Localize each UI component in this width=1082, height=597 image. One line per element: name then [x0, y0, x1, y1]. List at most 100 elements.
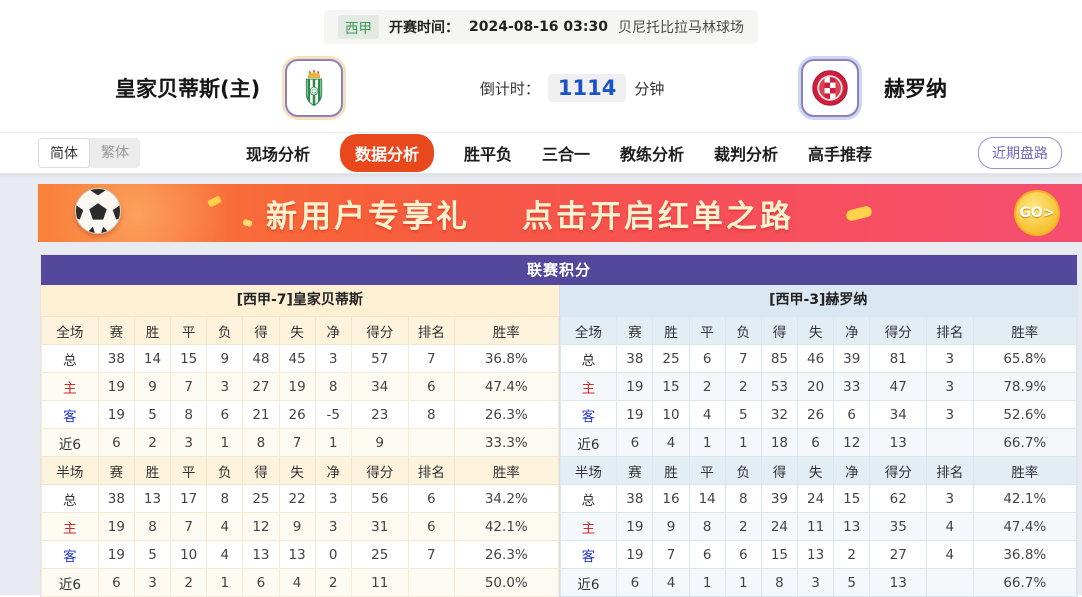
soccer-ball-icon	[72, 185, 124, 241]
column-header: 排名	[926, 316, 974, 345]
away-standings: [西甲-3]赫罗纳 全场赛胜平负得失净得分 排名 胜率总 38 25 6 7 85 46 39 81…	[558, 285, 1078, 597]
column-header: 赛	[616, 316, 654, 345]
language-toggle: 简体 繁体	[38, 138, 140, 168]
stat-cell: 34	[869, 400, 928, 429]
stat-cell: 48	[242, 344, 280, 373]
column-header: 平	[170, 456, 208, 485]
stat-cell: 22	[278, 484, 316, 513]
stat-cell: 14	[688, 484, 726, 513]
countdown-label: 倒计时：	[479, 79, 540, 98]
stat-cell: 3	[314, 512, 352, 541]
kickoff-time: 2024-08-16 03:30	[469, 19, 608, 35]
table-row: 客 19 10 4 5 32 26 6 34 3 52.6%	[559, 400, 1078, 429]
stat-cell: 15	[833, 484, 871, 513]
column-header: 得	[242, 316, 280, 345]
column-header: 负	[206, 456, 244, 485]
table-row: 总 38 16 14 8 39 24 15 62 3 42.1%	[559, 484, 1078, 513]
promo-banner[interactable]: 新用户专享礼 点击开启红单之路 GO>	[38, 184, 1082, 242]
column-header: 平	[688, 316, 726, 345]
column-header: 全场	[41, 316, 99, 345]
stat-cell: 15	[170, 344, 208, 373]
column-header-row: 全场赛胜平负得失净得分 排名 胜率	[559, 316, 1078, 345]
banner-text: 新用户专享礼 点击开启红单之路	[124, 191, 1014, 236]
column-header: 排名	[407, 316, 456, 345]
stat-cell: 8	[133, 512, 172, 541]
row-label: 近6	[559, 428, 618, 457]
table-row: 客 19 5 8 6 21 26 -5 23 8 26.3%	[41, 400, 559, 429]
stat-cell: 8	[407, 400, 456, 429]
stat-cell: 31	[350, 512, 409, 541]
go-button[interactable]: GO>	[1014, 190, 1060, 236]
stat-cell: 8	[688, 512, 726, 541]
nav-tab-5[interactable]: 教练分析	[620, 145, 685, 164]
nav-tab-6[interactable]: 裁判分析	[714, 145, 779, 164]
stat-cell: 6	[797, 428, 835, 457]
column-header: 平	[170, 316, 208, 345]
stat-cell: 6	[242, 568, 280, 597]
row-label: 主	[559, 512, 618, 541]
stat-cell: 18	[760, 428, 799, 457]
nav-tab-4[interactable]: 三合一	[541, 145, 590, 164]
stat-cell: 2	[724, 512, 762, 541]
stat-cell	[407, 428, 456, 457]
standings-body: [西甲-7]皇家贝蒂斯 全场赛胜平负得失净得分 排名 胜率总 38 14 15 9 48 45 3…	[41, 285, 1078, 597]
recent-odds-button[interactable]: 近期盘路	[978, 137, 1062, 169]
stat-cell: 1	[724, 428, 762, 457]
column-header: 负	[724, 316, 762, 345]
stat-cell: 6	[688, 540, 726, 569]
away-standings-header: [西甲-3]赫罗纳	[559, 285, 1077, 316]
stat-cell: 3	[926, 484, 974, 513]
stat-cell: 20	[797, 372, 835, 401]
stat-cell: 34	[350, 372, 409, 401]
away-team-logo	[798, 56, 862, 120]
away-standings-table: 全场赛胜平负得失净得分 排名 胜率总 38 25 6 7 85 46 39 81 3 65.8% 主 19 1…	[559, 316, 1078, 597]
column-header: 胜	[652, 316, 690, 345]
table-row: 主 19 8 7 4 12 9 3 31 6 42.1%	[41, 512, 559, 541]
home-standings: [西甲-7]皇家贝蒂斯 全场赛胜平负得失净得分 排名 胜率总 38 14 15 9 48 45 3…	[41, 285, 559, 597]
stat-cell: 7	[170, 512, 208, 541]
stat-cell: 32	[760, 400, 799, 429]
lang-traditional[interactable]: 繁体	[101, 145, 129, 161]
column-header: 胜率	[454, 316, 559, 345]
column-header: 净	[314, 456, 352, 485]
table-row: 总 38 25 6 7 85 46 39 81 3 65.8%	[559, 344, 1078, 373]
stat-cell: 42.1%	[454, 512, 559, 541]
stat-cell: 15	[652, 372, 690, 401]
column-header: 失	[797, 316, 835, 345]
stat-cell: 3	[314, 484, 352, 513]
stat-cell: 16	[652, 484, 690, 513]
stat-cell: 26.3%	[454, 540, 559, 569]
stat-cell: 14	[133, 344, 172, 373]
nav-tab-7[interactable]: 高手推荐	[808, 145, 873, 164]
countdown-value: 1114	[547, 74, 627, 102]
stat-cell: 25	[350, 540, 409, 569]
row-label: 总	[559, 484, 618, 513]
column-header: 得分	[350, 316, 409, 345]
match-info-wrap: 西甲 开赛时间： 2024-08-16 03:30 贝尼托比拉马林球场	[0, 0, 1082, 44]
stat-cell: 39	[760, 484, 799, 513]
stat-cell: 6	[616, 428, 654, 457]
stat-cell: 42.1%	[972, 484, 1078, 513]
stat-cell: 4	[278, 568, 316, 597]
stat-cell: 2	[170, 568, 208, 597]
nav-tab-1[interactable]: 现场分析	[245, 145, 310, 164]
stat-cell: 8	[724, 484, 762, 513]
stat-cell: 19	[616, 540, 654, 569]
stat-cell: 26	[278, 400, 316, 429]
stat-cell: 23	[350, 400, 409, 429]
column-header-row: 全场赛胜平负得失净得分 排名 胜率	[41, 316, 559, 345]
lang-simplified[interactable]: 简体	[38, 138, 90, 168]
column-header: 失	[278, 316, 316, 345]
stat-cell: 2	[833, 540, 871, 569]
away-team: 赫罗纳	[798, 56, 947, 120]
nav-tab-3[interactable]: 胜平负	[463, 145, 512, 164]
stat-cell: 5	[833, 568, 871, 597]
nav-tab-2[interactable]: 数据分析	[339, 134, 434, 172]
stat-cell: 26	[797, 400, 835, 429]
row-label: 客	[559, 540, 618, 569]
row-label: 客	[41, 400, 99, 429]
stat-cell: 1	[724, 568, 762, 597]
stat-cell: 8	[206, 484, 244, 513]
row-label: 近6	[559, 568, 618, 597]
column-header-row: 半场赛胜平负得失净得分 排名 胜率	[559, 456, 1078, 485]
